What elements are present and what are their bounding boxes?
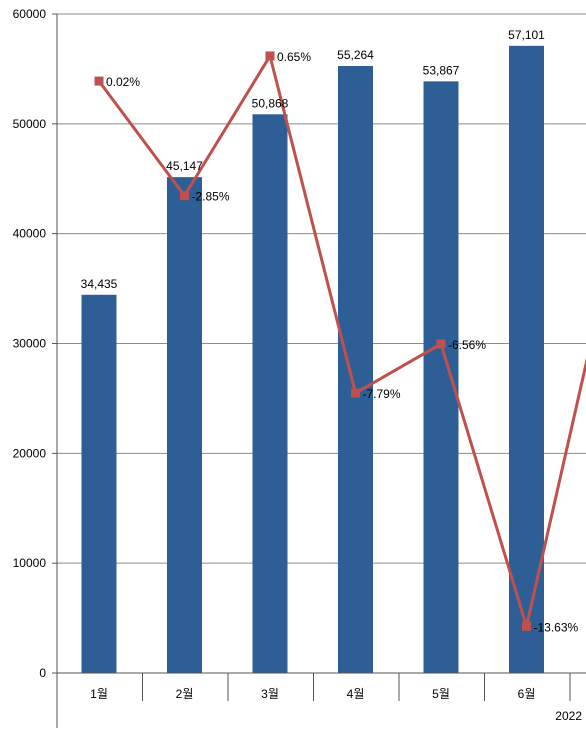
bar-data-label: 50,868 [252, 96, 289, 110]
bar-data-label: 55,264 [337, 48, 374, 62]
line-data-label: -7.79% [363, 387, 401, 401]
axes [56, 14, 586, 728]
bar-data-label: 53,867 [423, 63, 460, 77]
bar-data-label: 57,101 [508, 28, 545, 42]
bar [423, 81, 459, 674]
y-tick-label: 20000 [13, 446, 47, 460]
line-data-label: -2.85% [192, 190, 230, 204]
x-tick-label: 1월 [90, 687, 108, 701]
bar-data-label: 34,435 [81, 277, 118, 291]
y-tick-label: 50000 [13, 117, 47, 131]
line-data-label: 0.02% [106, 75, 140, 89]
y-tick-label: 60000 [13, 7, 47, 21]
x-tick-label: 2월 [176, 687, 194, 701]
y-tick-label: 0 [39, 666, 46, 680]
x-tick-label: 3월 [261, 687, 279, 701]
y-tick-label: 40000 [13, 227, 47, 241]
gridlines [57, 13, 586, 674]
line-data-label: 0.65% [277, 50, 311, 64]
data-labels: 34,435 45,147 50,868 55,264 53,867 57,101 0.02… [81, 28, 579, 634]
line-marker [180, 191, 189, 201]
bar [252, 114, 288, 673]
x-axis-group-label: 2022 [555, 709, 582, 723]
bar [81, 294, 117, 673]
bar-data-label: 45,147 [166, 159, 203, 173]
x-tick-label: 6월 [518, 687, 536, 701]
line-data-label: -13.63% [534, 620, 579, 634]
line-series [94, 51, 586, 631]
line-marker [522, 621, 531, 631]
x-tick-label: 5월 [432, 687, 450, 701]
bar [167, 177, 202, 674]
line-marker [94, 76, 104, 86]
y-tick-label: 10000 [13, 556, 47, 570]
line-marker [436, 339, 446, 349]
bar [338, 66, 373, 673]
line-data-label: -6.56% [448, 338, 486, 352]
x-tick-label: 4월 [347, 687, 365, 701]
y-axis-ticks: 0 10000 20000 30000 40000 50000 60000 [13, 7, 57, 680]
x-axis-ticks: 1월 2월 3월 4월 5월 6월 [56, 673, 571, 701]
y-tick-label: 30000 [13, 337, 47, 351]
line-marker [265, 51, 275, 61]
bar-series [81, 45, 544, 674]
line-marker [351, 388, 360, 398]
